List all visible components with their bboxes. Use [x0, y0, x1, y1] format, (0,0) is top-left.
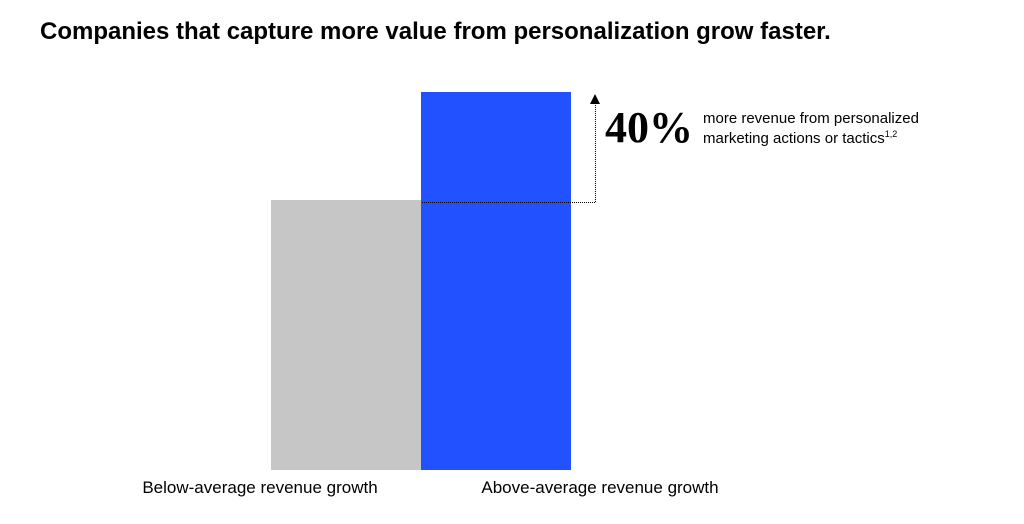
- annotation-footnote-ref: 1,2: [885, 129, 898, 139]
- chart-title: Companies that capture more value from p…: [40, 18, 831, 46]
- bar-below-average: [271, 200, 421, 470]
- x-label-below-average: Below-average revenue growth: [100, 478, 420, 498]
- x-label-above-average: Above-average revenue growth: [440, 478, 760, 498]
- x-axis-labels: Below-average revenue growth Above-avera…: [0, 478, 1024, 518]
- annotation-callout: 40% more revenue from personalized marke…: [605, 106, 1005, 150]
- annotation-description: more revenue from personalized marketing…: [703, 106, 963, 149]
- chart-canvas: Companies that capture more value from p…: [0, 0, 1024, 524]
- annotation-value: 40%: [605, 106, 693, 150]
- bar-above-average: [421, 92, 571, 470]
